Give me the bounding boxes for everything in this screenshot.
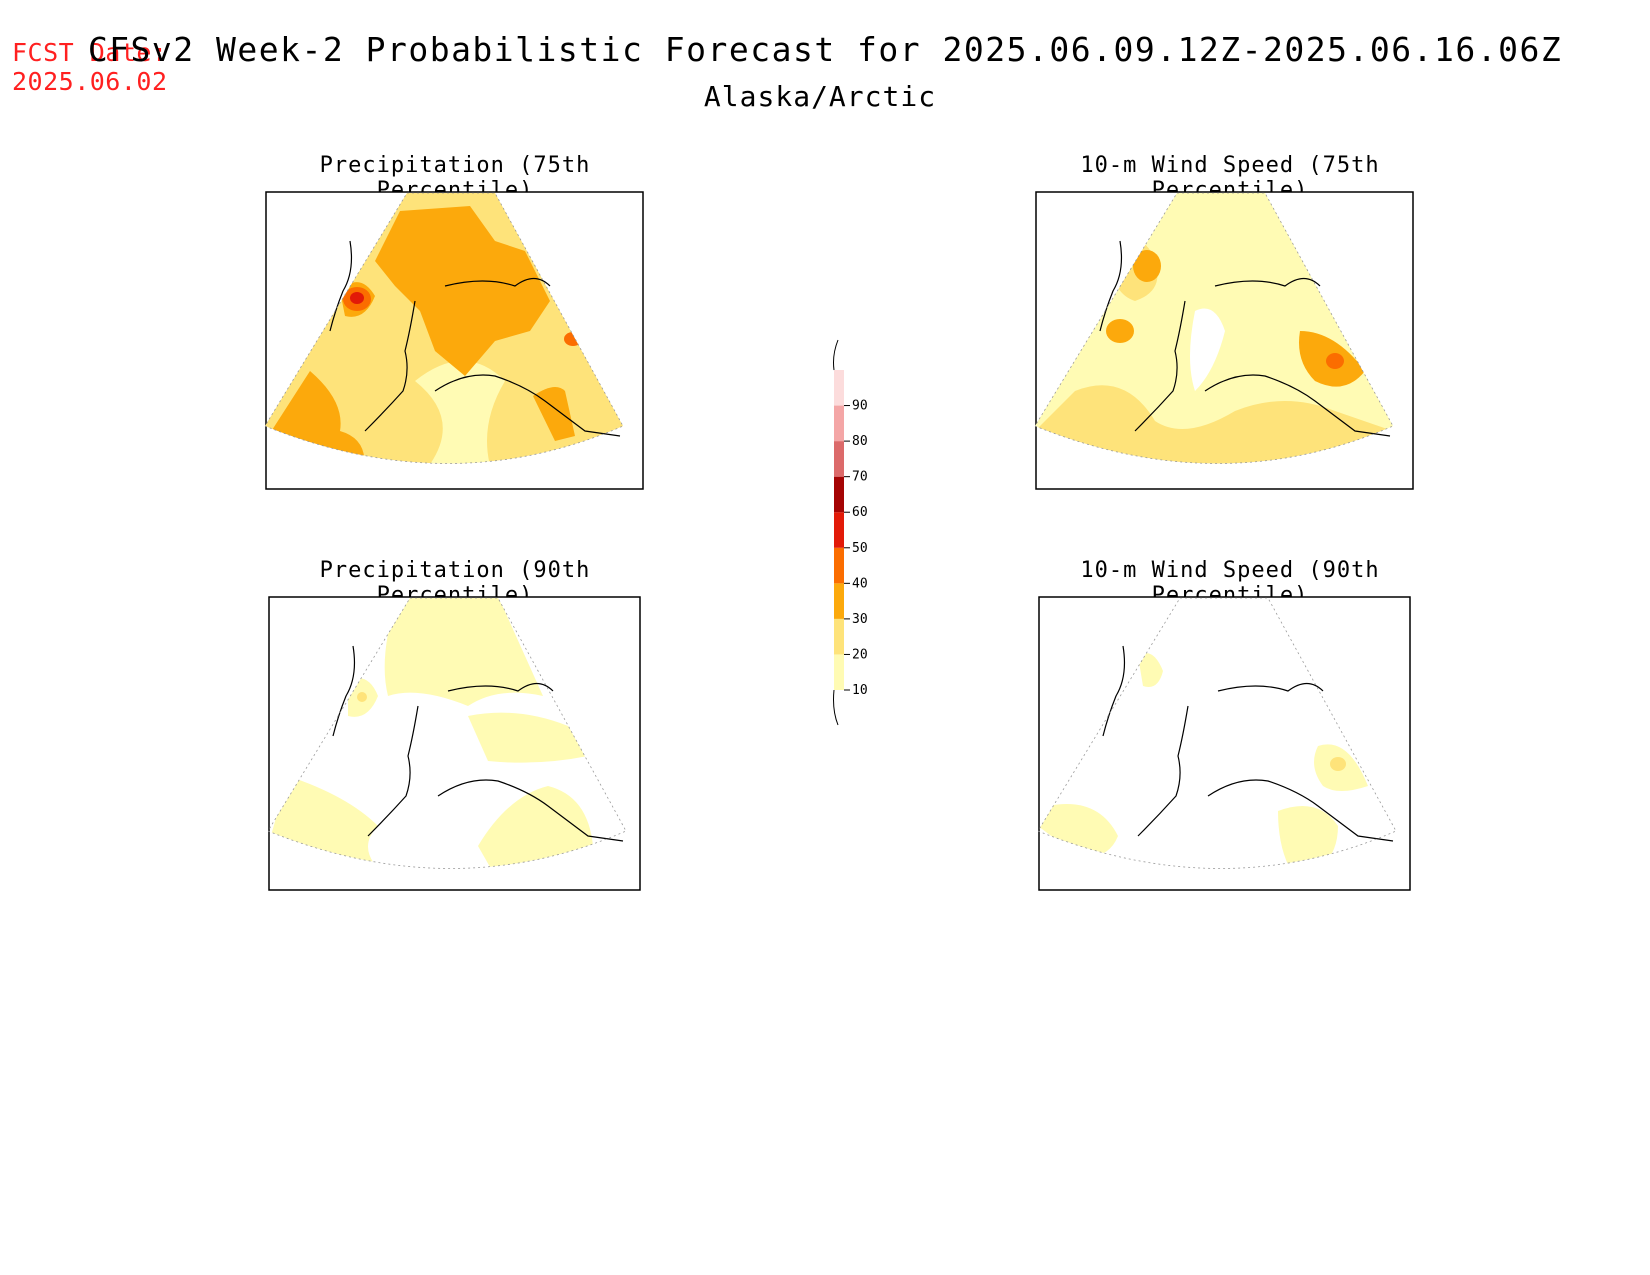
wind90-patch-10-20-northwest [1138, 653, 1163, 687]
wind75-grid-outline [1035, 192, 1394, 464]
map-wind-75 [1035, 191, 1414, 490]
colorbar-label-10: 10 [852, 683, 868, 698]
colorbar-segment-9 [834, 370, 844, 406]
colorbar-label-80: 80 [852, 434, 868, 449]
colorbar-label-50: 50 [852, 541, 868, 556]
precip90-grid-outline [268, 597, 627, 869]
fcst-date: 2025.06.02 [12, 67, 168, 96]
colorbar-segment-2 [834, 618, 844, 655]
panel-title-wind-75: 10-m Wind Speed (75th Percentile) [1080, 153, 1380, 203]
colorbar-segment-7 [834, 441, 844, 477]
map-precip-75 [265, 191, 644, 490]
wind75-patch-30-40-northwest [1133, 250, 1161, 282]
precip90-patch-10-20-east [468, 712, 588, 763]
precip75-coastline [329, 240, 621, 437]
colorbar-label-30: 30 [852, 612, 868, 627]
wind75-patch-20-30-south [1035, 385, 1393, 464]
precip90-patch-10-20-north [384, 598, 543, 706]
fcst-label: FCST Date: [12, 38, 168, 67]
wind75-patch-30-40-west [1106, 319, 1134, 343]
colorbar: 10 20 30 40 50 60 70 80 90 [833, 339, 868, 726]
colorbar-label-40: 40 [852, 576, 868, 591]
wind90-patch-10-20-southwest [1038, 804, 1118, 857]
colorbar-label-90: 90 [852, 399, 868, 414]
colorbar-segment-1 [834, 654, 844, 690]
wind75-below-10 [1190, 308, 1225, 391]
colorbar-label-60: 60 [852, 505, 868, 520]
wind90-grid-outline [1038, 597, 1397, 869]
precip75-patch-50-60 [350, 292, 364, 304]
colorbar-segment-4 [834, 547, 844, 584]
forecast-date-label: FCST Date: 2025.06.02 [12, 38, 168, 96]
precip90-coastline [332, 645, 624, 842]
precip90-patch-20-30 [357, 692, 367, 702]
page-title: CFSv2 Week-2 Probabilistic Forecast for … [87, 30, 1563, 69]
wind75-coastline [1099, 240, 1391, 437]
colorbar-label-20: 20 [852, 647, 868, 662]
colorbar-end-curves [833, 339, 839, 726]
wind75-patch-40-50-east [1326, 353, 1344, 369]
precip75-patch-10-20 [415, 361, 505, 464]
precip75-patch-30-40-north [375, 206, 550, 376]
precip75-grid-outline [265, 192, 624, 464]
map-precip-90 [268, 596, 641, 891]
colorbar-segment-5 [834, 512, 844, 548]
map-wind-90 [1038, 596, 1411, 891]
colorbar-segment-6 [834, 476, 844, 513]
colorbar-label-70: 70 [852, 470, 868, 485]
wind90-coastline [1102, 645, 1394, 842]
colorbar-segment-3 [834, 583, 844, 619]
wind90-patch-20-30 [1330, 757, 1346, 771]
colorbar-segment-8 [834, 405, 844, 442]
page-subtitle: Alaska/Arctic [703, 80, 937, 113]
